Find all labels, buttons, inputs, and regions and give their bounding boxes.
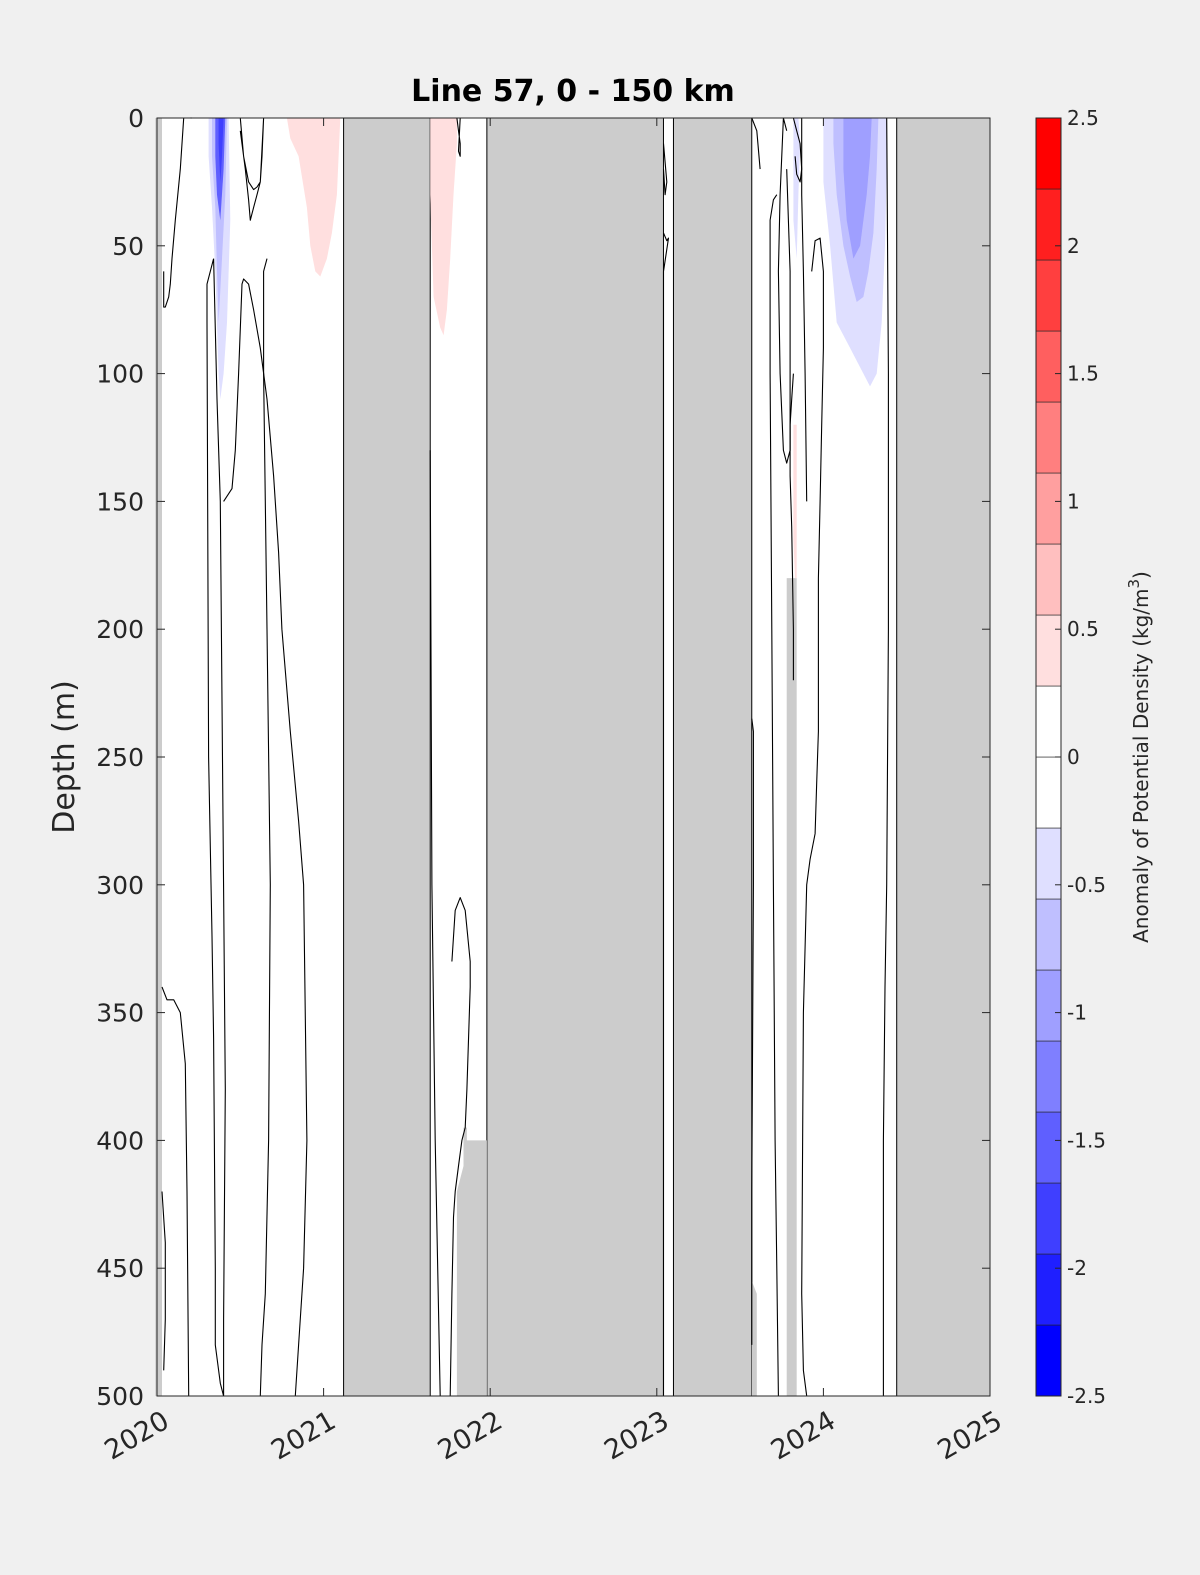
contour-line	[223, 278, 308, 1397]
colorbar-cell	[1035, 969, 1062, 1042]
colorbar-cell	[1035, 472, 1062, 545]
colorbar-cell	[1035, 1182, 1062, 1255]
colorbar-cell	[1035, 756, 1062, 829]
chart-title: Line 57, 0 - 150 km	[411, 74, 735, 109]
colorbar-cell	[1035, 543, 1062, 616]
no-data-period	[672, 117, 753, 1397]
colorbar-tick-label: 2	[1067, 234, 1080, 258]
colorbar-tick-label: -1.5	[1067, 1128, 1106, 1152]
contour-line	[769, 194, 779, 1397]
x-tick-label: 2024	[766, 1405, 841, 1466]
colorbar-cell	[1035, 401, 1062, 474]
contour-line	[161, 1191, 166, 1371]
no-data-period	[486, 117, 664, 1397]
y-tick-label: 450	[96, 1254, 144, 1283]
anomaly-fill-layer	[208, 118, 887, 579]
y-tick-label: 350	[96, 999, 144, 1028]
y-tick-label: 300	[96, 871, 144, 900]
colorbar-cell	[1035, 898, 1062, 971]
no-data-period	[896, 117, 991, 1397]
no-data-region	[786, 578, 797, 1396]
colorbar-cell	[1035, 117, 1062, 190]
contour-line	[206, 258, 226, 1397]
colorbar-cell	[1035, 259, 1062, 332]
colorbar-tick-label: -0.5	[1067, 873, 1106, 897]
colorbar-cell	[1035, 685, 1062, 758]
contour-line	[801, 118, 808, 502]
y-axis: 0 50 100 150 200 250 300 350 400 450 500	[96, 104, 990, 1411]
y-tick-label: 50	[112, 232, 144, 261]
colorbar-tick-label: 1	[1067, 489, 1080, 513]
colorbar-cell	[1035, 827, 1062, 900]
colorbar-tick-label: 1.5	[1067, 362, 1099, 386]
contour-line	[259, 258, 271, 1397]
colorbar-cell	[1035, 614, 1062, 687]
colorbar-label-text: Anomaly of Potential Density	[1129, 653, 1153, 943]
colorbar-tick-label: 0	[1067, 745, 1080, 769]
colorbar-tick-label: 2.5	[1067, 106, 1099, 130]
contour-line	[429, 450, 441, 1397]
colorbar-cell	[1035, 1111, 1062, 1184]
colorbar-unit-close: )	[1129, 571, 1153, 579]
y-axis-label: Depth (m)	[47, 680, 82, 834]
anomaly-region	[218, 118, 224, 182]
no-data-region	[751, 1281, 757, 1396]
y-tick-label: 0	[128, 104, 144, 133]
colorbar-tick-label: -2	[1067, 1256, 1087, 1280]
contour-line	[449, 897, 471, 1397]
y-tick-label: 400	[96, 1126, 144, 1155]
colorbar-unit-exponent: 3	[1125, 579, 1143, 589]
anomaly-region	[843, 118, 872, 259]
colorbar-cell	[1035, 188, 1062, 261]
no-data-period	[343, 117, 431, 1397]
colorbar-label: Anomaly of Potential Density (kg/m3)	[1125, 571, 1153, 943]
contour-line	[777, 117, 791, 464]
contour-line	[751, 718, 754, 1345]
colorbar-tick-label: -1	[1067, 1001, 1087, 1025]
contour-line	[662, 143, 668, 196]
colorbar-cell	[1035, 330, 1062, 403]
anomaly-region	[286, 118, 341, 277]
y-tick-label: 250	[96, 743, 144, 772]
anomaly-region	[793, 118, 801, 259]
x-tick-label: 2025	[932, 1405, 1007, 1466]
colorbar-ticks: 2.5 2 1.5 1 0.5 0 -0.5 -1 -1.5 -2 -2.5	[1055, 106, 1106, 1408]
plot-area	[155, 117, 991, 1397]
colorbar-cell	[1035, 1040, 1062, 1113]
contour-line	[751, 117, 761, 170]
contour-line	[882, 117, 889, 1396]
y-tick-label: 500	[96, 1382, 144, 1411]
anomaly-region	[430, 118, 457, 336]
contour-layer	[161, 117, 889, 1397]
x-tick-label: 2020	[99, 1405, 174, 1466]
no-data-region	[456, 1127, 487, 1396]
x-tick-label: 2023	[599, 1405, 674, 1466]
colorbar-tick-label: -2.5	[1067, 1384, 1106, 1408]
no-data-layer	[155, 117, 991, 1397]
colorbar-unit: (kg/m	[1129, 588, 1153, 646]
contour-line	[456, 117, 461, 157]
colorbar: 2.5 2 1.5 1 0.5 0 -0.5 -1 -1.5 -2 -2.5 Anomaly of …	[1035, 106, 1153, 1408]
colorbar-cell	[1035, 1253, 1062, 1326]
anomaly-region	[793, 424, 797, 579]
y-tick-label: 150	[96, 487, 144, 516]
y-tick-label: 200	[96, 615, 144, 644]
contour-line	[161, 986, 190, 1397]
contour-line	[662, 232, 670, 1396]
colorbar-tick-label: 0.5	[1067, 617, 1099, 641]
x-tick-label: 2021	[266, 1405, 341, 1466]
contour-line	[789, 373, 794, 681]
contour-line	[163, 117, 185, 308]
x-tick-label: 2022	[433, 1405, 508, 1466]
contour-line	[801, 237, 824, 1397]
colorbar-cells	[1035, 117, 1062, 1397]
y-tick-label: 100	[96, 360, 144, 389]
colorbar-cell	[1035, 1324, 1062, 1397]
